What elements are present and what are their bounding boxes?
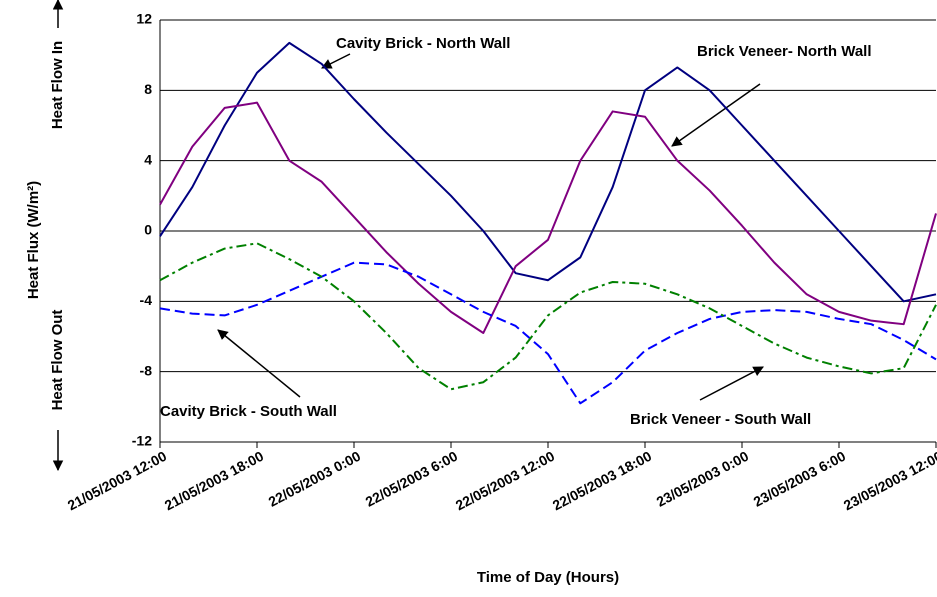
- x-tick-label: 22/05/2003 12:00: [453, 448, 558, 514]
- y-tick-label: 4: [144, 151, 152, 167]
- heat-flow-out-label: Heat Flow Out: [49, 310, 66, 411]
- y-tick-label: -12: [132, 433, 152, 449]
- annotation-arrow: [217, 329, 301, 398]
- x-tick-label: 22/05/2003 0:00: [266, 448, 364, 510]
- x-tick-label: 21/05/2003 12:00: [65, 448, 170, 514]
- y-tick-label: -4: [140, 292, 153, 308]
- annotation-arrow: [671, 83, 761, 147]
- x-axis-label: Time of Day (Hours): [477, 569, 619, 586]
- series-annotation: Cavity Brick - South Wall: [160, 403, 337, 420]
- series-annotation: Brick Veneer - South Wall: [630, 411, 811, 428]
- y-tick-label: 0: [144, 222, 152, 238]
- annotation-arrow: [321, 53, 351, 69]
- series-line: [159, 41, 937, 303]
- x-tick-label: 23/05/2003 0:00: [654, 448, 752, 510]
- y-tick-label: 12: [136, 11, 152, 27]
- x-tick-label: 23/05/2003 6:00: [751, 448, 849, 510]
- series-annotation: Brick Veneer- North Wall: [697, 43, 872, 60]
- y-tick-label: 8: [144, 81, 152, 97]
- series-line: [159, 242, 937, 391]
- series-line: [159, 261, 937, 405]
- x-tick-label: 23/05/2003 12:00: [841, 448, 937, 514]
- series-annotation: Cavity Brick - North Wall: [336, 35, 510, 52]
- series-line: [159, 101, 937, 334]
- y-tick-label: -8: [140, 362, 153, 378]
- heat-flow-in-label: Heat Flow In: [49, 41, 66, 129]
- x-tick-label: 21/05/2003 18:00: [162, 448, 267, 514]
- x-tick-label: 22/05/2003 6:00: [363, 448, 461, 510]
- annotation-arrow: [699, 366, 764, 401]
- x-tick-label: 22/05/2003 18:00: [550, 448, 655, 514]
- y-axis-label: Heat Flux (W/m²): [25, 181, 42, 299]
